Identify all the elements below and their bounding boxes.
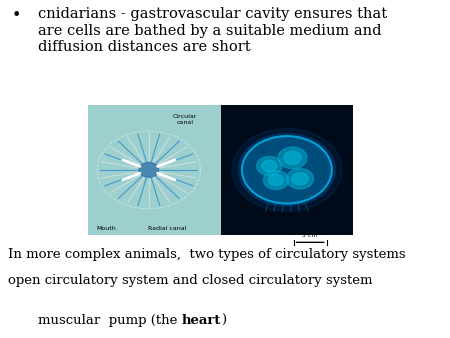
Text: ): ) [221, 314, 226, 327]
Circle shape [232, 128, 342, 211]
Text: •: • [11, 8, 21, 23]
Circle shape [278, 147, 307, 169]
Text: Mouth: Mouth [96, 226, 116, 231]
Circle shape [284, 151, 301, 164]
Circle shape [238, 134, 335, 206]
Circle shape [243, 137, 331, 203]
Text: open circulatory system and closed circulatory system: open circulatory system and closed circu… [8, 274, 373, 287]
Bar [88, 105, 220, 235]
Text: are cells are bathed by a suitable medium and: are cells are bathed by a suitable mediu… [38, 24, 382, 38]
Text: Radial canal: Radial canal [148, 226, 187, 231]
Circle shape [256, 156, 282, 175]
Text: Circular
canal: Circular canal [172, 114, 197, 125]
Text: muscular  pump (the: muscular pump (the [38, 314, 182, 327]
Text: In more complex animals,  two types of circulatory systems: In more complex animals, two types of ci… [8, 248, 406, 261]
Circle shape [139, 163, 159, 177]
Text: diffusion distances are short: diffusion distances are short [38, 40, 251, 54]
Text: cnidarians - gastrovascular cavity ensures that: cnidarians - gastrovascular cavity ensur… [38, 7, 387, 21]
Circle shape [292, 173, 308, 185]
Circle shape [287, 169, 314, 189]
Circle shape [269, 174, 284, 186]
Bar [220, 105, 353, 235]
Circle shape [263, 171, 288, 190]
Text: heart: heart [182, 314, 221, 327]
Circle shape [262, 160, 277, 172]
Text: 5 cm: 5 cm [302, 233, 318, 238]
